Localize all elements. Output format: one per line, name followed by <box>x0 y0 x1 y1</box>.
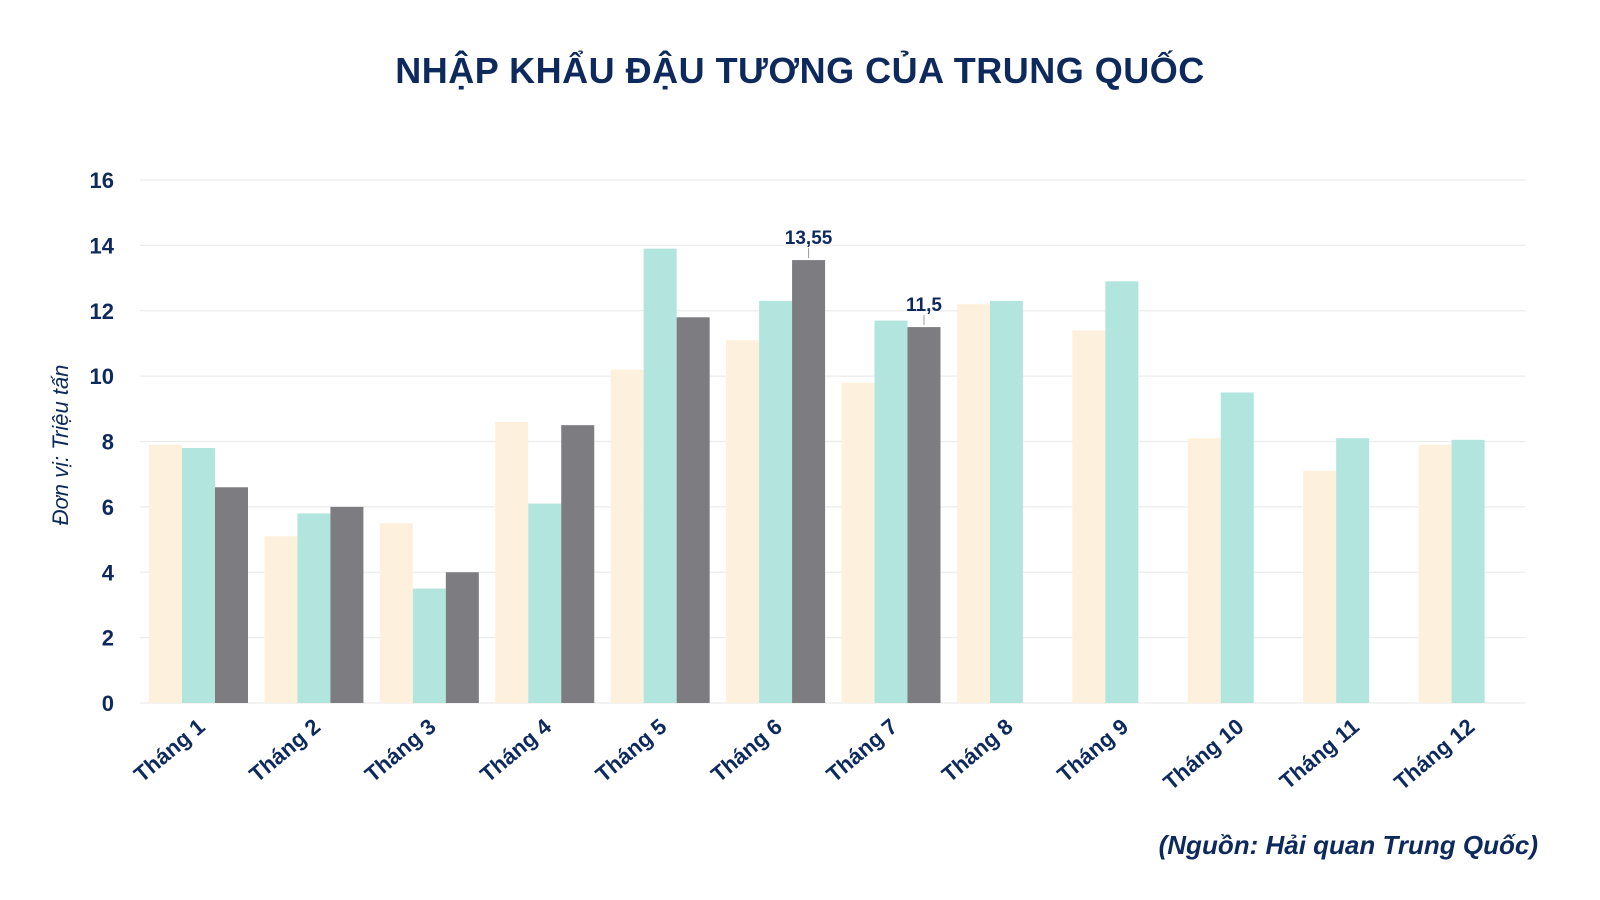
bar <box>907 327 941 703</box>
chart-title: NHẬP KHẨU ĐẬU TƯƠNG CỦA TRUNG QUỐC <box>395 50 1205 91</box>
bar <box>297 513 331 703</box>
category-label: Tháng 7 <box>822 714 903 787</box>
category-label: Tháng 9 <box>1052 714 1133 787</box>
bars <box>149 248 1485 704</box>
category-label: Tháng 4 <box>475 713 556 787</box>
bar <box>149 444 182 703</box>
bar <box>1072 330 1106 703</box>
bar <box>1418 444 1452 703</box>
y-tick-label: 8 <box>102 430 114 455</box>
bar <box>643 248 677 704</box>
source-note: (Nguồn: Hải quan Trung Quốc) <box>1158 830 1538 860</box>
y-tick-label: 2 <box>102 626 114 651</box>
bar <box>1220 392 1254 703</box>
bar <box>379 523 413 703</box>
category-label: Tháng 1 <box>129 714 210 787</box>
y-tick-label: 4 <box>102 560 115 585</box>
bar <box>989 300 1023 703</box>
bar <box>792 260 826 703</box>
category-label: Tháng 10 <box>1158 714 1248 795</box>
y-tick-label: 6 <box>102 495 114 520</box>
grid-lines <box>140 179 1525 704</box>
category-label: Tháng 6 <box>706 714 787 787</box>
category-label: Tháng 3 <box>360 714 441 787</box>
y-tick-label: 16 <box>90 168 114 193</box>
bar <box>445 572 479 703</box>
bar <box>1187 438 1221 703</box>
y-tick-label: 12 <box>90 299 114 324</box>
bar <box>1105 281 1139 703</box>
data-label: 11,5 <box>906 295 942 316</box>
category-label: Tháng 8 <box>937 714 1018 787</box>
category-label: Tháng 5 <box>591 714 672 787</box>
bar <box>956 304 990 703</box>
bar <box>1303 470 1337 703</box>
bar <box>330 506 364 703</box>
bar <box>264 536 298 703</box>
bar <box>561 425 595 703</box>
bar <box>1336 438 1370 703</box>
bar <box>215 487 248 703</box>
category-label: Tháng 2 <box>244 714 325 787</box>
category-label: Tháng 12 <box>1389 714 1479 795</box>
bar <box>676 317 710 703</box>
bar <box>182 448 215 703</box>
bar <box>412 588 446 703</box>
category-label: Tháng 11 <box>1275 714 1364 794</box>
bar <box>495 421 529 703</box>
bar <box>726 340 760 703</box>
y-tick-label: 0 <box>102 691 114 716</box>
bar <box>841 382 875 703</box>
data-labels: 13,55 11,5 <box>785 228 942 326</box>
y-tick-label: 14 <box>90 233 115 258</box>
bar <box>874 320 908 703</box>
bar <box>1451 439 1485 703</box>
y-axis-label: Đơn vị: Triệu tấn <box>48 365 73 526</box>
y-tick-label: 10 <box>90 364 114 389</box>
bar <box>610 369 644 703</box>
bar <box>759 300 793 703</box>
data-label: 13,55 <box>785 228 833 249</box>
bar <box>528 503 562 703</box>
